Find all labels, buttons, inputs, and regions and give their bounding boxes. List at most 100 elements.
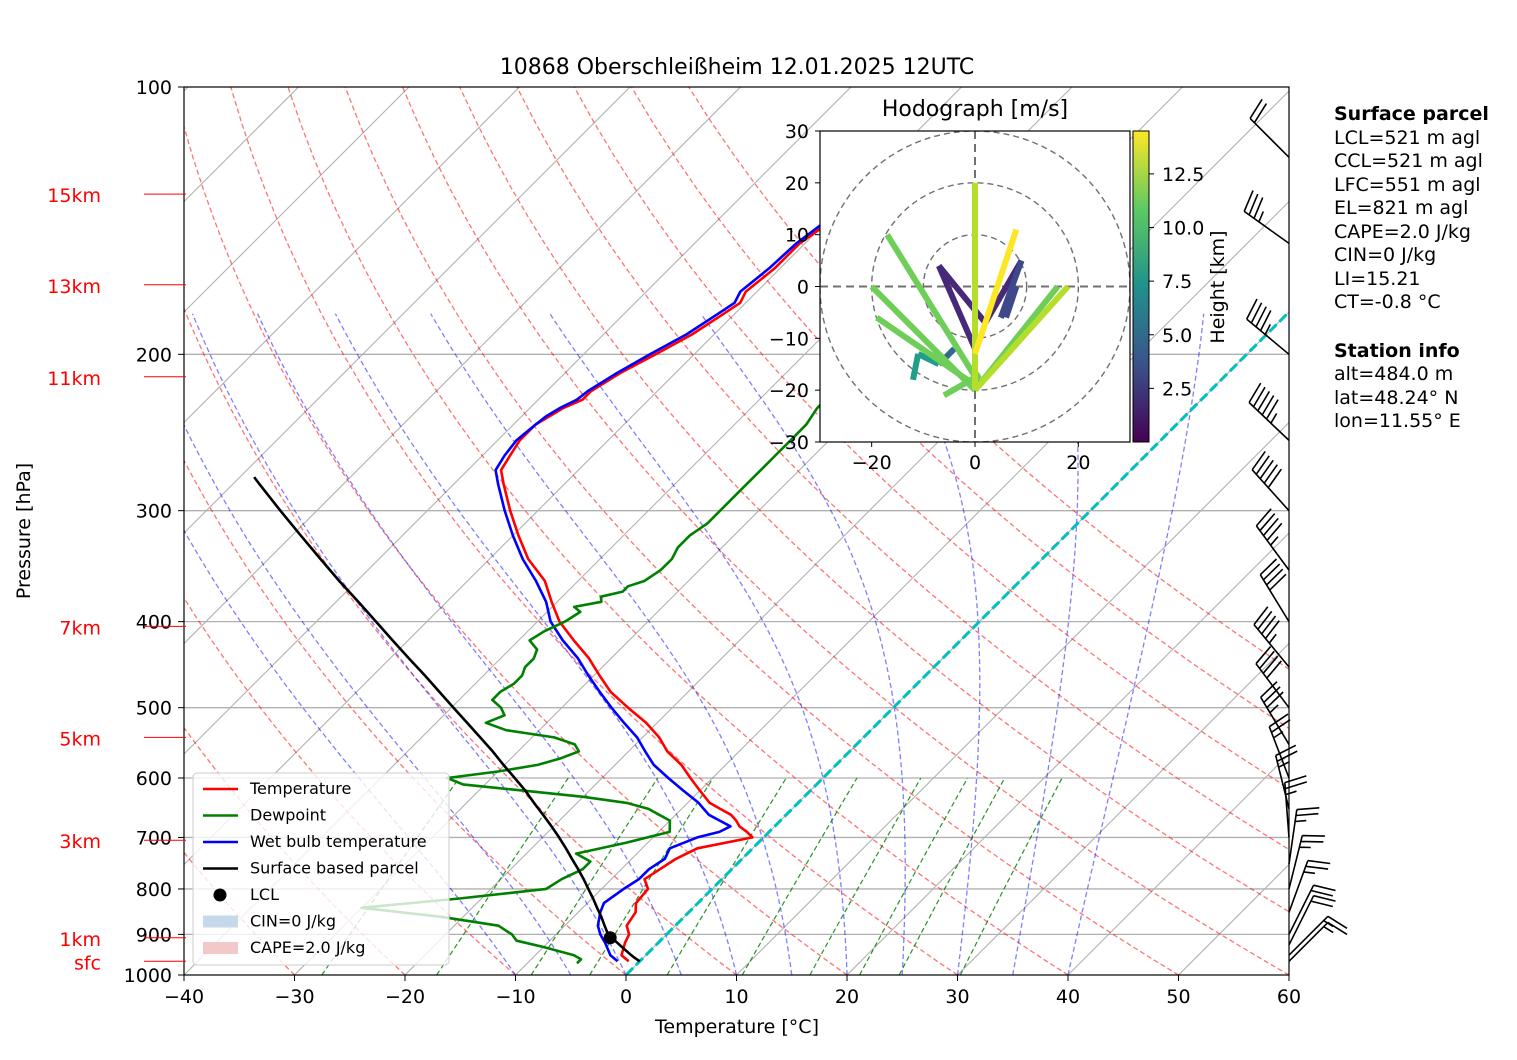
cin-value: CIN=0 J/kg xyxy=(1334,244,1437,266)
moist-adiabat xyxy=(882,313,981,975)
y-tick-label: 900 xyxy=(136,924,172,946)
legend-label: CIN=0 J/kg xyxy=(250,912,336,931)
wind-barb xyxy=(1259,558,1290,623)
y-tick-label: 600 xyxy=(136,768,172,790)
li-value: LI=15.21 xyxy=(1334,267,1421,290)
wind-barb xyxy=(1253,606,1290,668)
moist-adiabat xyxy=(334,313,738,975)
mixing-ratio-line xyxy=(809,777,922,975)
cape-value: CAPE=2.0 J/kg xyxy=(1334,220,1471,243)
y-tick-label: 800 xyxy=(136,879,172,901)
legend-label: Dewpoint xyxy=(250,806,326,825)
dry-adiabat xyxy=(287,87,1069,975)
wind-barbs xyxy=(1243,98,1348,962)
y-tick-label: 500 xyxy=(136,698,172,720)
colorbar-tick-label: 5.0 xyxy=(1162,325,1192,347)
colorbar xyxy=(1132,130,1150,443)
hodograph-y-label: 20 xyxy=(785,173,809,195)
surface-parcel-title: Surface parcel xyxy=(1334,103,1489,125)
x-axis: −40 −30 −20 −10 0 10 20 30 40 50 60 xyxy=(164,975,1301,1008)
dry-adiabat xyxy=(401,87,1289,975)
dry-adiabat xyxy=(344,87,1179,975)
hodograph-y-label: 30 xyxy=(785,121,809,143)
station-info-title: Station info xyxy=(1334,339,1460,362)
colorbar-tick-label: 10.0 xyxy=(1162,218,1204,240)
hodograph-segment xyxy=(972,228,1020,355)
hodograph-segment xyxy=(972,284,1071,393)
x-tick-label: 30 xyxy=(945,986,969,1008)
colorbar-tick-label: 12.5 xyxy=(1162,164,1204,186)
height-label: 3km xyxy=(59,831,101,853)
dry-adiabat xyxy=(459,87,1289,913)
hodograph: Hodograph [m/s] −20 0 20 30 20 10 0 −10 −20 −30 2… xyxy=(769,97,1229,474)
dry-adiabat xyxy=(184,307,737,975)
dry-adiabat xyxy=(230,87,958,975)
x-tick-label: −20 xyxy=(385,986,425,1008)
chart-title: 10868 Oberschleißheim 12.01.2025 12UTC xyxy=(500,55,975,80)
height-label: 7km xyxy=(59,617,101,639)
wind-barb xyxy=(1268,713,1291,779)
moist-adiabat xyxy=(257,313,682,975)
y-tick-label: 700 xyxy=(136,827,172,849)
wind-barb xyxy=(1288,859,1331,913)
y-axis: 100 200 300 400 500 600 700 800 900 1000 xyxy=(124,77,184,987)
x-tick-label: −10 xyxy=(495,986,535,1008)
isotherm-line xyxy=(515,200,1289,975)
hodograph-y-label: 10 xyxy=(785,225,809,247)
isotherm-line xyxy=(184,87,852,755)
wet-bulb-temperature-line xyxy=(494,159,906,963)
isotherm-line xyxy=(736,421,1289,975)
height-label: 11km xyxy=(47,368,101,390)
height-label: sfc xyxy=(74,952,101,974)
x-tick-label: −30 xyxy=(274,986,314,1008)
lfc-value: LFC=551 m agl xyxy=(1334,173,1481,196)
x-tick-label: 20 xyxy=(835,986,859,1008)
dry-adiabat xyxy=(184,596,516,975)
colorbar-label: Height [km] xyxy=(1207,230,1229,343)
height-label: 5km xyxy=(59,728,101,750)
station-altitude: alt=484.0 m xyxy=(1334,363,1454,385)
ct-value: CT=-0.8 °C xyxy=(1334,291,1441,313)
info-panel: Surface parcel LCL=521 m agl CCL=521 m a… xyxy=(1334,103,1489,434)
hodograph-y-label: −20 xyxy=(769,380,809,402)
hodograph-x-label: −20 xyxy=(852,452,892,474)
wind-barb xyxy=(1245,298,1290,355)
x-axis-label: Temperature [°C] xyxy=(654,1016,819,1038)
wind-barb xyxy=(1284,775,1308,838)
hodograph-x-label: 20 xyxy=(1066,452,1090,474)
mixing-ratio-line xyxy=(959,777,1063,975)
wind-barb xyxy=(1249,98,1290,158)
mixing-ratio-line xyxy=(589,777,714,975)
x-tick-label: −40 xyxy=(164,986,204,1008)
isotherm-line xyxy=(184,87,520,424)
hodograph-y-label: −10 xyxy=(769,328,809,350)
lcl-marker xyxy=(603,931,617,945)
mixing-ratio-line xyxy=(741,777,858,975)
y-tick-label: 300 xyxy=(136,501,172,523)
hodograph-title: Hodograph [m/s] xyxy=(882,97,1068,122)
hodograph-y-label: −30 xyxy=(769,432,809,454)
wind-barb xyxy=(1248,382,1290,441)
wind-barb xyxy=(1260,681,1290,745)
moist-adiabat xyxy=(700,313,906,975)
wind-barb xyxy=(1288,834,1325,890)
hodograph-segment xyxy=(875,315,977,388)
wind-barb xyxy=(1274,744,1298,810)
x-tick-label: 50 xyxy=(1166,986,1190,1008)
hodograph-y-label: 0 xyxy=(797,277,809,299)
colorbar-tick-label: 2.5 xyxy=(1162,378,1192,400)
hodograph-segment xyxy=(910,353,922,381)
moist-adiabat xyxy=(549,313,848,975)
wind-barb xyxy=(1243,190,1290,245)
height-label: 1km xyxy=(59,929,101,951)
legend-swatch xyxy=(203,915,238,928)
legend-box xyxy=(192,772,450,966)
mixing-ratio-line xyxy=(666,777,787,975)
height-label: 13km xyxy=(47,276,101,298)
mixing-ratio-line xyxy=(530,777,659,975)
y-tick-label: 200 xyxy=(136,344,172,366)
y-tick-label: 400 xyxy=(136,612,172,634)
wind-barb xyxy=(1251,450,1290,512)
legend: Temperature Dewpoint Wet bulb temperature S… xyxy=(192,772,450,966)
